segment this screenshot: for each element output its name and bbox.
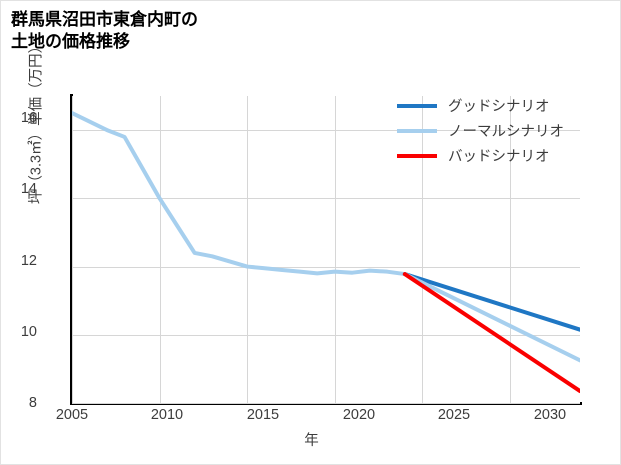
series-line	[402, 272, 580, 363]
y-tick-label-12: 12	[20, 253, 37, 269]
gridline-horizontal	[72, 266, 580, 268]
y-axis-title: 坪（3.3㎡）単価（万円）	[28, 38, 45, 205]
x-tick-label-2030: 2030	[533, 407, 567, 423]
x-tick-label-2015: 2015	[246, 407, 280, 423]
gridline-vertical	[509, 96, 511, 403]
x-tick-label-2005: 2005	[55, 407, 89, 423]
chart-legend: グッドシナリオ ノーマルシナリオ バッドシナリオ	[397, 93, 613, 168]
gridline-vertical	[247, 96, 249, 403]
plot-area	[72, 96, 580, 404]
legend-item-good: グッドシナリオ	[397, 93, 613, 118]
legend-item-bad: バッドシナリオ	[397, 143, 613, 168]
legend-label-normal: ノーマルシナリオ	[448, 124, 564, 140]
gridline-vertical	[159, 96, 161, 403]
gridline-horizontal	[72, 403, 580, 404]
gridline-horizontal	[72, 130, 580, 132]
gridline-vertical	[72, 96, 73, 403]
page-title: 群馬県沼田市東倉内町の 土地の価格推移	[11, 10, 198, 52]
series-line	[72, 111, 407, 277]
legend-label-good: グッドシナリオ	[448, 99, 550, 115]
legend-label-bad: バッドシナリオ	[448, 149, 550, 165]
y-tick-label-14: 14	[20, 181, 37, 197]
series-line	[402, 272, 580, 394]
gridline-vertical	[334, 96, 336, 403]
x-tick-label-2020: 2020	[342, 407, 376, 423]
series-line	[402, 272, 580, 332]
gridline-horizontal	[72, 334, 580, 336]
x-tick-label-2010: 2010	[150, 407, 184, 423]
y-axis-spine	[70, 94, 73, 405]
legend-swatch-normal	[397, 128, 437, 133]
x-axis-title: 年	[304, 433, 319, 449]
chart-lines-svg	[72, 111, 580, 394]
gridline-vertical	[422, 96, 424, 403]
legend-swatch-good	[397, 103, 437, 108]
legend-item-normal: ノーマルシナリオ	[397, 118, 613, 143]
gridline-horizontal	[72, 198, 580, 200]
y-tick-label-10: 10	[20, 324, 37, 340]
x-tick-label-2025: 2025	[437, 407, 471, 423]
y-tick-label-8: 8	[28, 395, 37, 411]
y-tick-label-16: 16	[20, 110, 37, 126]
legend-swatch-bad	[397, 153, 437, 158]
